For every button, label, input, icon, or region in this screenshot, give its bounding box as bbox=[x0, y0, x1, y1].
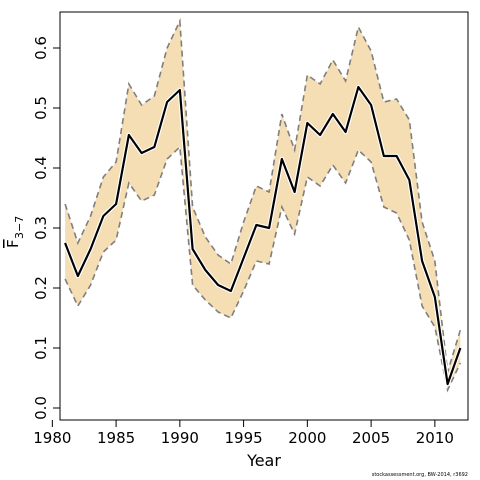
x-tick-label: 2005 bbox=[352, 429, 390, 447]
y-tick-label: 0.0 bbox=[32, 396, 50, 420]
y-tick-label: 0.5 bbox=[32, 96, 50, 120]
x-tick-label: 2010 bbox=[416, 429, 454, 447]
y-axis: 0.0 0.1 0.2 0.3 0.4 0.5 0.6 bbox=[32, 36, 60, 420]
y-tick-label: 0.2 bbox=[32, 276, 50, 300]
upper-bound-line bbox=[64, 17, 462, 373]
lower-bound-line bbox=[64, 145, 462, 393]
x-tick-label: 1980 bbox=[33, 429, 71, 447]
footer-credit: stockassessment.org, BW-2014, r3692 bbox=[371, 472, 468, 478]
y-tick-label: 0.4 bbox=[32, 156, 50, 180]
x-tick-label: 1985 bbox=[97, 429, 135, 447]
y-axis-label: F 3−7 bbox=[4, 216, 26, 248]
x-axis: 1980 1985 1990 1995 2000 2005 2010 bbox=[33, 420, 454, 447]
y-axis-label-sub: 3−7 bbox=[13, 216, 26, 239]
y-tick-label: 0.6 bbox=[32, 36, 50, 60]
plot-frame bbox=[59, 11, 469, 421]
plot-content bbox=[63, 17, 463, 393]
x-axis-label: Year bbox=[246, 451, 281, 470]
estimate-line bbox=[64, 85, 462, 386]
x-tick-label: 1995 bbox=[225, 429, 263, 447]
x-tick-label: 2000 bbox=[288, 429, 326, 447]
x-tick-label: 1990 bbox=[161, 429, 199, 447]
y-tick-label: 0.1 bbox=[32, 336, 50, 360]
y-tick-label: 0.3 bbox=[32, 216, 50, 240]
y-axis-label-main: F bbox=[4, 239, 22, 248]
